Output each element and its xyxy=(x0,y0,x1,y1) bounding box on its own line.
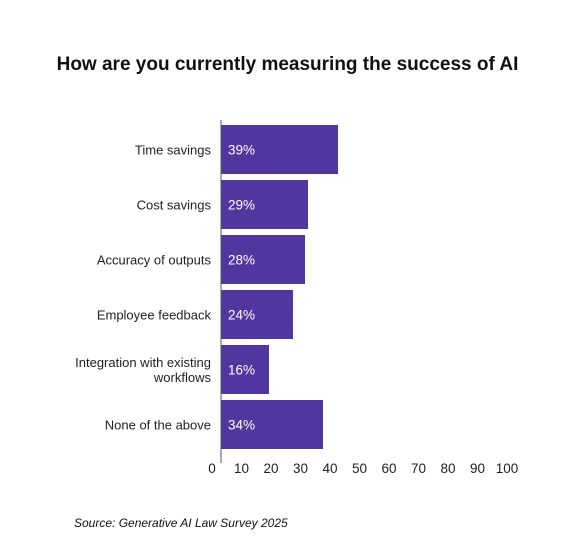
x-tick-label-40: 40 xyxy=(322,461,337,476)
bar-value-label-4: 16% xyxy=(228,363,255,378)
category-label-0: Time savings xyxy=(135,143,212,158)
bar-value-label-1: 29% xyxy=(228,198,255,213)
bar-0 xyxy=(221,125,338,174)
category-label-3: Employee feedback xyxy=(97,308,212,323)
category-labels-layer: Time savings Cost savings Accuracy of outp… xyxy=(75,143,211,433)
chart-title: How are you currently measuring the succ… xyxy=(56,54,519,75)
x-tick-label-0: 0 xyxy=(208,461,216,476)
category-label-4: Integration with existing workflows xyxy=(75,355,211,385)
bar-4 xyxy=(221,345,269,394)
category-label-2: Accuracy of outputs xyxy=(97,253,212,268)
bar-5 xyxy=(221,400,323,449)
category-label-5: None of the above xyxy=(105,418,211,433)
category-label-1: Cost savings xyxy=(137,198,212,213)
x-tick-label-80: 80 xyxy=(440,461,455,476)
x-tick-label-90: 90 xyxy=(470,461,485,476)
x-axis-ticks-layer: 0 10 20 30 40 50 60 70 80 90 100 xyxy=(208,461,518,476)
bar-value-label-2: 28% xyxy=(228,253,255,268)
x-tick-label-30: 30 xyxy=(293,461,308,476)
bars-layer: 39% 29% 28% 24% 16% 34% xyxy=(221,125,338,449)
bar-1 xyxy=(221,180,308,229)
bar-value-label-5: 34% xyxy=(228,418,255,433)
x-tick-label-10: 10 xyxy=(234,461,249,476)
x-tick-label-50: 50 xyxy=(352,461,367,476)
x-tick-label-100: 100 xyxy=(496,461,519,476)
source-note: Source: Generative AI Law Survey 2025 xyxy=(74,516,288,530)
bar-2 xyxy=(221,235,305,284)
x-tick-label-60: 60 xyxy=(381,461,396,476)
x-tick-label-70: 70 xyxy=(411,461,426,476)
bar-value-label-0: 39% xyxy=(228,143,255,158)
bar-value-label-3: 24% xyxy=(228,308,255,323)
x-tick-label-20: 20 xyxy=(263,461,278,476)
bar-3 xyxy=(221,290,293,339)
